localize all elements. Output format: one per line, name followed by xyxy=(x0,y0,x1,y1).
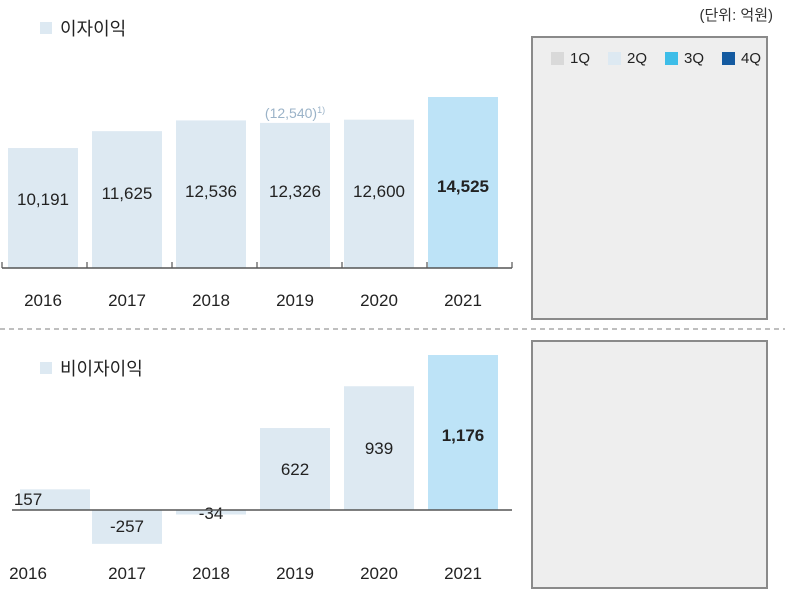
unit-label: (단위: 억원) xyxy=(699,7,773,24)
x-tick-noninterest-2019: 2019 xyxy=(276,564,314,583)
bar-noninterest-2020 xyxy=(344,386,414,510)
x-tick-noninterest-2020: 2020 xyxy=(360,564,398,583)
quarterly-panel-noninterest xyxy=(531,340,768,589)
bar-label-noninterest-2016: 157 xyxy=(14,490,42,509)
x-tick-noninterest-2021: 2021 xyxy=(444,564,482,583)
legend-item-1q: 1Q xyxy=(551,50,590,67)
bar-label-interest-2016: 10,191 xyxy=(17,190,69,209)
bar-label-interest-2020: 12,600 xyxy=(353,182,405,201)
x-tick-interest-2018: 2018 xyxy=(192,291,230,310)
bar-noninterest-2018 xyxy=(176,510,246,515)
bar-label-noninterest-2017: -257 xyxy=(110,517,144,536)
x-tick-interest-2019: 2019 xyxy=(276,291,314,310)
chart-title-interest: 이자이익 xyxy=(60,19,126,39)
bar-label-noninterest-2021: 1,176 xyxy=(442,426,485,445)
bar-label-noninterest-2020: 939 xyxy=(365,439,393,458)
legend-item-4q: 4Q xyxy=(722,50,761,67)
bar-label-interest-2019: 12,326 xyxy=(269,182,321,201)
x-tick-noninterest-2018: 2018 xyxy=(192,564,230,583)
x-tick-interest-2017: 2017 xyxy=(108,291,146,310)
bar-interest-2016 xyxy=(8,148,78,268)
bar-interest-2018 xyxy=(176,120,246,268)
bar-noninterest-2021 xyxy=(428,355,498,510)
bar-interest-2019 xyxy=(260,122,330,268)
bar-noninterest-2016 xyxy=(20,489,90,510)
x-tick-noninterest-2016: 2016 xyxy=(9,564,47,583)
bar-label-noninterest-2019: 622 xyxy=(281,460,309,479)
bar-label-noninterest-2018: -34 xyxy=(199,504,224,523)
bar-interest-2021 xyxy=(428,97,498,268)
bar-interest-2017 xyxy=(92,131,162,268)
legend-item-3q: 3Q xyxy=(665,50,704,67)
bar-label-interest-2018: 12,536 xyxy=(185,182,237,201)
annotation-2019: (12,540)1) xyxy=(265,105,325,121)
title-marker-noninterest xyxy=(40,362,52,374)
quarterly-panel-interest: 1Q 2Q 3Q 4Q xyxy=(531,36,768,320)
chart-title-noninterest: 비이자이익 xyxy=(60,359,143,379)
x-tick-noninterest-2017: 2017 xyxy=(108,564,146,583)
bar-label-interest-2017: 11,625 xyxy=(102,184,153,203)
bar-noninterest-2017 xyxy=(92,510,162,544)
legend-item-2q: 2Q xyxy=(608,50,647,67)
quarter-legend: 1Q 2Q 3Q 4Q xyxy=(551,50,761,67)
title-marker-interest xyxy=(40,22,52,34)
x-tick-interest-2016: 2016 xyxy=(24,291,62,310)
bar-noninterest-2019 xyxy=(260,428,330,510)
bar-interest-2020 xyxy=(344,119,414,268)
bar-label-interest-2021: 14,525 xyxy=(437,177,489,196)
x-tick-interest-2021: 2021 xyxy=(444,291,482,310)
x-tick-interest-2020: 2020 xyxy=(360,291,398,310)
